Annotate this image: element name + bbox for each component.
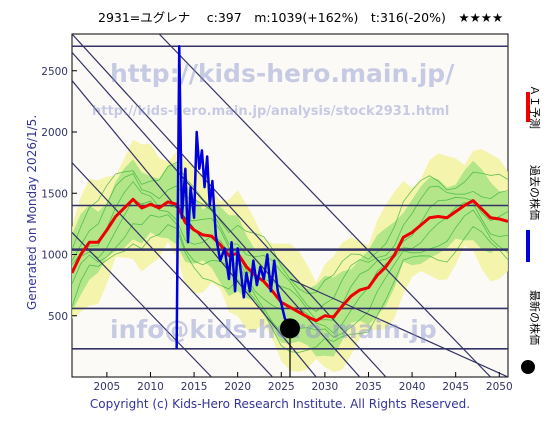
band-line xyxy=(72,161,508,295)
y-tick-label: 1000 xyxy=(41,250,68,262)
y-tick-label: 2000 xyxy=(41,127,68,139)
legend-past-label: 過去の株価 xyxy=(528,165,542,220)
series-layer xyxy=(72,45,508,349)
x-tick-label: 2050 xyxy=(486,381,513,393)
generated-date-label: Generated on Monday 2026/1/5. xyxy=(25,115,39,310)
watermark: http://kids-hero.main.jp/ http://kids-he… xyxy=(92,59,455,344)
legend: ＡＩ予測 過去の株価 最新の株価 xyxy=(521,85,542,374)
legend-ai-label: ＡＩ予測 xyxy=(528,85,542,129)
past-price-line xyxy=(175,45,292,349)
copyright-footer: Copyright (c) Kids-Hero Research Institu… xyxy=(90,397,470,411)
watermark-mail: info@kids-hero.main.jp xyxy=(110,315,437,344)
trend-line xyxy=(72,51,361,377)
y-axis: 500 1000 1500 2000 2500 xyxy=(41,66,77,378)
trend-lines xyxy=(72,34,508,377)
x-tick-label: 2025 xyxy=(268,381,295,393)
x-tick-label: 2015 xyxy=(181,381,208,393)
chart-header: 2931=ユグレナ c:397 m:1039(+162%) t:316(-20%… xyxy=(98,10,503,25)
x-tick-label: 2005 xyxy=(94,381,121,393)
y-tick-label: 2500 xyxy=(41,66,68,78)
x-tick-label: 2045 xyxy=(442,381,469,393)
x-tick-label: 2035 xyxy=(355,381,382,393)
y-tick-label: 500 xyxy=(48,311,68,323)
y-tick-label: 1500 xyxy=(41,188,68,200)
watermark-analysis-url: http://kids-hero.main.jp/analysis/stock2… xyxy=(92,104,449,119)
watermark-url: http://kids-hero.main.jp/ xyxy=(110,59,455,88)
band-line xyxy=(72,173,508,312)
latest-price-dot xyxy=(280,318,300,339)
legend-latest-label: 最新の株価 xyxy=(528,290,542,345)
x-axis: 2005 2010 2015 2020 2025 2030 2035 2040 2045 2050 xyxy=(94,372,513,393)
trend-line xyxy=(72,162,273,377)
x-tick-label: 2010 xyxy=(137,381,164,393)
legend-latest-dot xyxy=(521,360,535,374)
trend-line xyxy=(289,278,508,377)
x-tick-label: 2030 xyxy=(312,381,339,393)
x-tick-label: 2020 xyxy=(224,381,251,393)
plot-layer: http://kids-hero.main.jp/ http://kids-he… xyxy=(72,34,508,377)
ai-forecast-line xyxy=(72,197,508,323)
band-line xyxy=(72,180,508,321)
trend-line xyxy=(72,232,212,377)
x-tick-label: 2040 xyxy=(399,381,426,393)
